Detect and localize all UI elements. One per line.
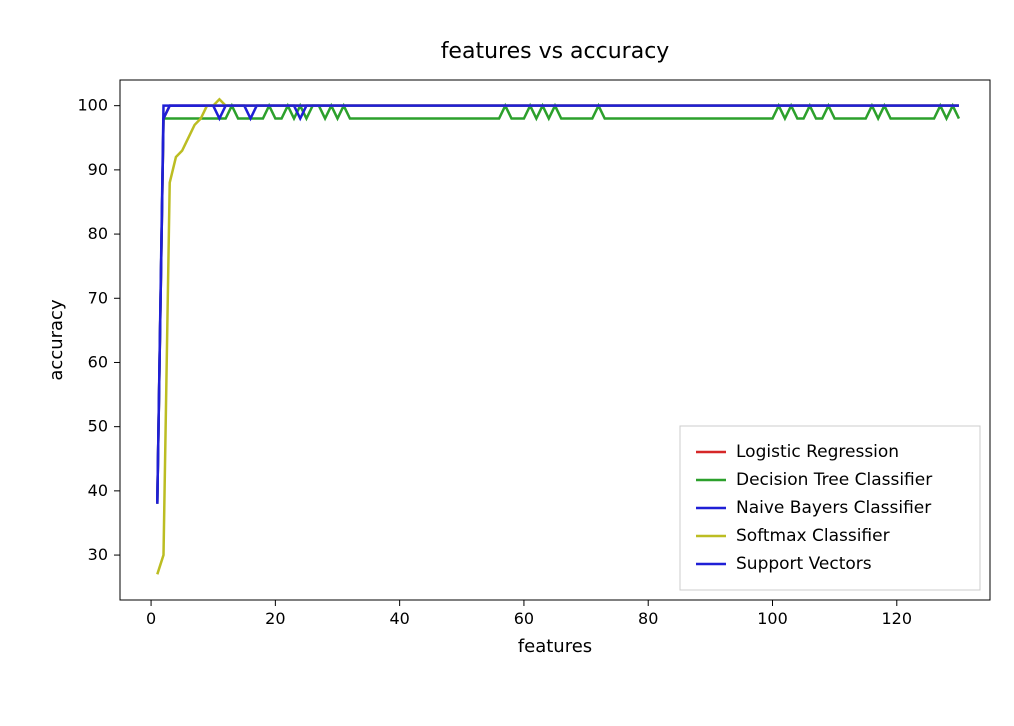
chart-container: 0 20 40 60 80 100 120 30 40 50 60 70 80 90 100 features… xyxy=(20,20,1014,706)
y-tick-label: 90 xyxy=(88,160,108,179)
y-tick-label: 100 xyxy=(77,96,108,115)
y-tick-label: 50 xyxy=(88,417,108,436)
x-tick-label: 0 xyxy=(146,609,156,628)
legend-label: Softmax Classifier xyxy=(736,526,890,546)
y-tick-label: 40 xyxy=(88,481,108,500)
legend-label: Logistic Regression xyxy=(736,442,899,462)
x-tick-label: 20 xyxy=(265,609,285,628)
legend-label: Support Vectors xyxy=(736,554,872,574)
y-tick-label: 30 xyxy=(88,545,108,564)
x-tick-label: 40 xyxy=(389,609,409,628)
x-axis-label: features xyxy=(518,636,592,657)
x-tick-label: 80 xyxy=(638,609,658,628)
legend-label: Naive Bayers Classifier xyxy=(736,498,931,518)
y-tick-label: 60 xyxy=(88,352,108,371)
y-axis-label: accuracy xyxy=(46,299,67,381)
x-tick-label: 60 xyxy=(514,609,534,628)
y-tick-label: 70 xyxy=(88,288,108,307)
x-tick-label: 120 xyxy=(882,609,913,628)
x-tick-label: 100 xyxy=(757,609,788,628)
legend-label: Decision Tree Classifier xyxy=(736,470,932,490)
y-tick-label: 80 xyxy=(88,224,108,243)
chart-title: features vs accuracy xyxy=(441,39,670,64)
line-chart: 0 20 40 60 80 100 120 30 40 50 60 70 80 90 100 features… xyxy=(20,20,1014,706)
